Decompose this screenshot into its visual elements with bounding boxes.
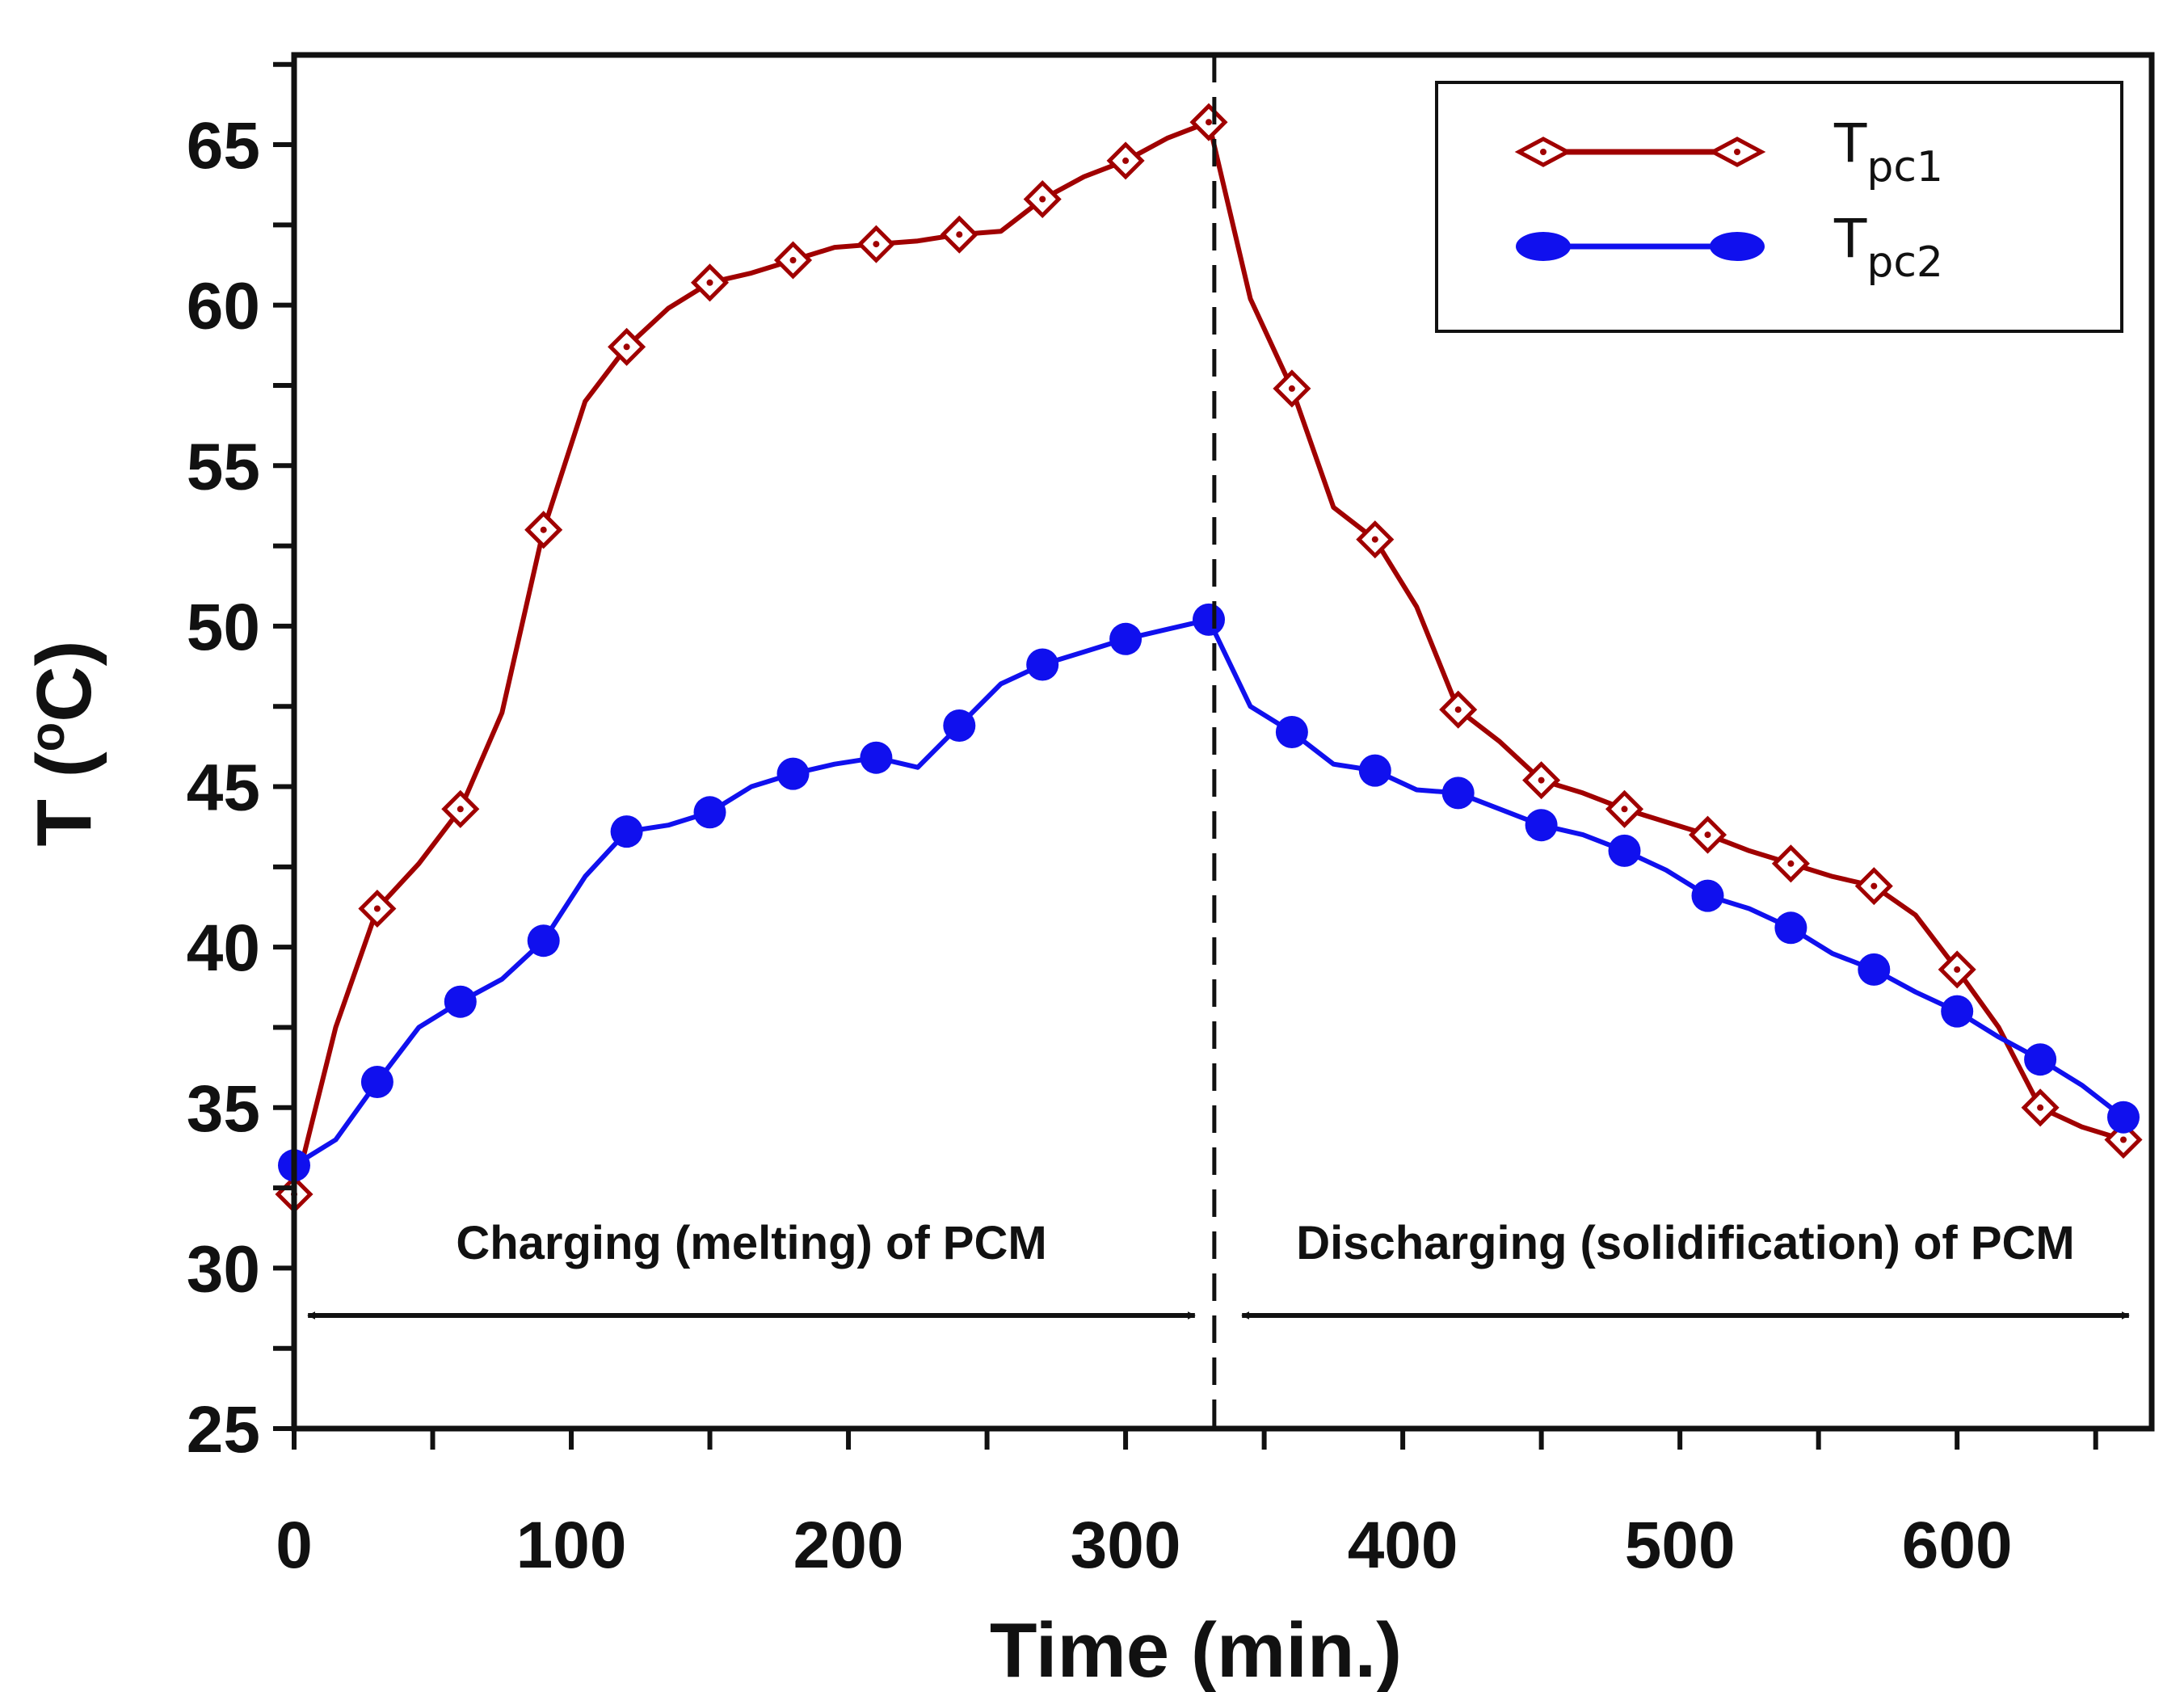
data-point-tpc2: [1358, 754, 1391, 787]
data-point-tpc2: [610, 815, 643, 848]
data-point-tpc2: [776, 757, 810, 790]
data-point-tpc2: [444, 985, 477, 1018]
data-point-tpc2: [1691, 879, 1724, 912]
legend-item-tpc2: Tpc2: [1516, 208, 1943, 287]
y-tick-label: 35: [187, 1072, 260, 1146]
y-tick-label: 40: [187, 911, 260, 985]
data-point-tpc2: [1774, 911, 1807, 945]
y-tick-label: 60: [187, 270, 260, 343]
legend-marker-tpc2-left: [1516, 232, 1571, 261]
data-point-tpc1: [358, 889, 397, 928]
legend-marker-tpc1-left: [1514, 137, 1572, 167]
data-point-tpc2: [527, 924, 560, 958]
data-point-tpc1: [773, 241, 813, 280]
data-point-tpc2: [1026, 648, 1059, 681]
data-point-tpc2: [1525, 809, 1558, 842]
series-line-tpc2: [292, 617, 2125, 1168]
y-tick-label: 65: [187, 109, 260, 183]
data-point-tpc2: [1193, 603, 1225, 636]
legend-item-tpc1: Tpc1: [1514, 112, 1943, 192]
data-point-tpc1: [1854, 867, 1893, 906]
legend-marker-tpc1-right: [1708, 137, 1766, 167]
legend-label-tpc1-main: T: [1833, 112, 1867, 175]
data-point-tpc1: [1605, 789, 1644, 828]
y-axis-title-superscript: o: [20, 722, 74, 752]
data-point-tpc1: [1688, 815, 1727, 854]
data-point-tpc2: [860, 741, 893, 774]
data-point-tpc1: [1439, 690, 1478, 729]
charging-label: Charging (melting) of PCM: [456, 1217, 1046, 1269]
legend-box: [1435, 81, 2123, 333]
y-tick-label: 30: [187, 1232, 260, 1306]
legend: Tpc1 Tpc2: [1435, 81, 2123, 333]
data-point-tpc1: [1771, 844, 1810, 883]
x-axis-title: Time (min.): [990, 1607, 1402, 1692]
data-point-tpc1: [1273, 369, 1311, 408]
data-point-tpc2: [360, 1066, 393, 1098]
y-tick-label: 25: [187, 1393, 260, 1467]
data-point-tpc2: [943, 709, 976, 742]
data-point-tpc1: [1356, 520, 1395, 559]
y-axis-title: T (oC): [20, 640, 108, 846]
y-axis-title-main: T (: [21, 751, 107, 846]
legend-label-tpc1: Tpc1: [1833, 112, 1943, 192]
data-point-tpc2: [1941, 995, 1974, 1028]
data-point-tpc2: [1608, 834, 1641, 867]
axes: 25 30 35 40 45 50 55 60 65 0 100 200 300 400 500 600: [187, 52, 2155, 1582]
data-point-tpc1: [856, 225, 895, 263]
discharging-label: Discharging (solidification) of PCM: [1296, 1217, 2074, 1269]
y-tick-label: 45: [187, 751, 260, 825]
y-tick-label: 50: [187, 591, 260, 664]
legend-label-tpc1-sub: pc1: [1866, 143, 1943, 192]
data-point-tpc2: [1441, 777, 1475, 810]
x-tick-label: 500: [1625, 1509, 1736, 1582]
legend-label-tpc2: Tpc2: [1833, 208, 1943, 287]
annotations: Charging (melting) of PCM Discharging (so…: [307, 55, 2130, 1429]
data-point-tpc1: [441, 789, 480, 828]
plot-frame: [291, 52, 2155, 1432]
x-tick-label: 400: [1348, 1509, 1458, 1582]
data-point-tpc1: [940, 215, 978, 254]
data-point-tpc1: [2021, 1088, 2060, 1127]
data-point-tpc1: [1938, 950, 1976, 989]
data-point-tpc1: [608, 327, 646, 366]
data-point-tpc1: [1189, 103, 1228, 141]
data-point-tpc1: [524, 511, 563, 549]
legend-label-tpc2-main: T: [1833, 208, 1867, 270]
x-tick-label: 300: [1071, 1509, 1181, 1582]
data-point-tpc2: [693, 796, 726, 829]
plot-area: [275, 103, 2143, 1214]
x-tick-label: 600: [1902, 1509, 2013, 1582]
data-point-tpc1: [1023, 179, 1062, 219]
data-point-tpc1: [1106, 141, 1145, 180]
y-tick-label: 55: [187, 430, 260, 503]
data-point-tpc2: [1109, 622, 1142, 655]
legend-marker-tpc2-right: [1710, 232, 1765, 261]
x-tick-label: 100: [516, 1509, 627, 1582]
legend-label-tpc2-sub: pc2: [1866, 238, 1943, 287]
data-point-tpc2: [2024, 1043, 2057, 1076]
x-tick-label: 200: [793, 1509, 904, 1582]
x-tick-label: 0: [276, 1509, 313, 1582]
data-point-tpc1: [690, 263, 730, 302]
data-point-tpc2: [1858, 953, 1891, 986]
data-point-tpc1: [1522, 761, 1561, 800]
data-point-tpc2: [2107, 1101, 2140, 1134]
y-axis-title-unit: C): [21, 640, 107, 722]
data-point-tpc2: [1275, 716, 1308, 748]
